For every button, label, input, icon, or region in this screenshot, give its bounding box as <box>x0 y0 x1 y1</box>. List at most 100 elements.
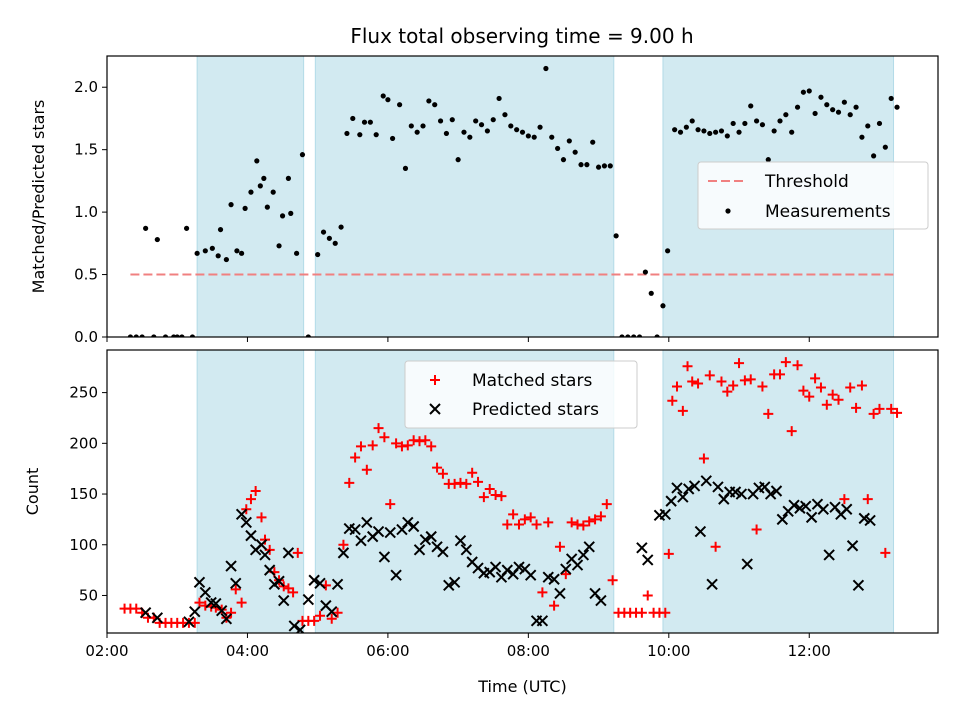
matched-star-point <box>396 441 407 452</box>
measurement-point <box>294 250 300 256</box>
matched-star-point <box>408 435 419 446</box>
measurement-point <box>264 204 270 210</box>
matched-star-point <box>537 587 548 598</box>
matched-star-point <box>338 539 349 550</box>
matched-star-point <box>751 524 762 535</box>
matched-star-point <box>572 519 583 530</box>
matched-star-point <box>432 462 443 473</box>
matched-star-point <box>385 499 396 510</box>
predicted-star-point <box>308 574 320 586</box>
measurement-point <box>420 123 426 129</box>
matched-star-point <box>350 452 361 463</box>
matched-star-point <box>862 494 873 505</box>
predicted-star-point <box>694 525 707 538</box>
predicted-star-point <box>220 613 233 625</box>
measurement-point <box>242 205 248 211</box>
predicted-star-point <box>671 482 683 494</box>
measurement-point <box>894 104 900 110</box>
measurement-point <box>473 118 479 124</box>
matched-star-point <box>344 477 355 488</box>
measurement-point <box>701 128 707 134</box>
predicted-star-point <box>263 564 276 576</box>
measurement-point <box>437 118 444 124</box>
predicted-star-point <box>361 516 373 529</box>
predicted-star-point <box>770 485 783 497</box>
predicted-star-point <box>712 481 724 493</box>
matched-star-point <box>355 441 366 452</box>
measurement-point <box>202 248 208 254</box>
predicted-star-point <box>595 594 607 607</box>
measurement-point <box>414 129 420 135</box>
matched-star-point <box>391 438 402 449</box>
matched-star-point <box>549 600 560 611</box>
legend-predicted-label: Predicted stars <box>472 400 599 420</box>
matched-star-point <box>693 378 704 389</box>
legend-matched-swatch <box>430 375 440 385</box>
measurement-point <box>461 129 467 135</box>
predicted-star-point <box>245 529 257 542</box>
matched-star-point <box>361 464 372 475</box>
predicted-star-point <box>741 558 753 570</box>
y-axis-label: Matched/Predicted stars <box>29 100 48 294</box>
measurement-point <box>320 229 327 235</box>
matched-star-point <box>804 391 815 402</box>
measurement-point <box>560 157 567 163</box>
measurement-point <box>238 250 245 256</box>
predicted-star-point <box>437 546 449 558</box>
matched-star-point <box>590 514 601 525</box>
predicted-star-point <box>817 503 830 515</box>
measurement-point <box>759 122 766 128</box>
y-tick-label: 2.0 <box>74 78 98 96</box>
measurement-point <box>357 132 363 138</box>
matched-star-point <box>607 575 618 586</box>
matched-star-point <box>874 403 885 414</box>
measurement-point <box>162 334 169 337</box>
matched-star-point <box>260 534 271 545</box>
measurement-point <box>478 122 485 128</box>
measurement-point <box>847 112 853 118</box>
predicted-star-point <box>846 540 859 552</box>
series-matched-stars <box>119 357 903 628</box>
measurement-point <box>305 334 311 337</box>
measurement-point <box>718 128 725 134</box>
y-tick-label: 1.0 <box>74 203 98 221</box>
measurement-point <box>794 104 801 110</box>
measurement-point <box>677 129 684 135</box>
legend-box <box>404 360 638 429</box>
predicted-star-point <box>390 569 402 581</box>
measurement-point <box>753 118 760 124</box>
measurement-point <box>613 233 619 239</box>
measurement-point <box>432 102 438 108</box>
x-tick-label: 08:00 <box>507 642 550 660</box>
predicted-star-point <box>337 547 350 559</box>
measurement-point <box>367 119 373 125</box>
legend-measurement-label: Measurements <box>765 202 891 222</box>
matched-star-point <box>698 453 709 464</box>
predicted-star-point <box>577 549 590 561</box>
predicted-star-point <box>677 491 689 503</box>
predicted-star-point <box>326 605 338 618</box>
predicted-star-point <box>314 577 326 590</box>
y-tick-label: 200 <box>69 434 98 452</box>
matched-star-point <box>230 584 241 595</box>
measurement-point <box>619 334 625 337</box>
matched-star-point <box>420 435 431 446</box>
measurement-point <box>215 253 221 259</box>
predicted-star-point <box>489 561 502 573</box>
matched-star-point <box>531 519 542 530</box>
measurement-point <box>800 89 807 95</box>
predicted-star-point <box>448 576 461 588</box>
measurement-point <box>730 120 736 127</box>
measurement-point <box>299 152 306 158</box>
predicted-star-point <box>805 511 818 524</box>
matched-star-point <box>508 509 519 520</box>
plot-area <box>119 350 903 633</box>
predicted-star-point <box>199 586 212 599</box>
measurement-point <box>777 118 783 124</box>
measurement-point <box>389 135 396 142</box>
top-panel: 0.0 0.5 1.0 1.5 2.0 Matched/Predicted stars Th… <box>29 55 939 346</box>
measurement-point <box>508 123 514 129</box>
matched-star-point <box>827 389 838 400</box>
measurement-point <box>143 225 149 231</box>
measurement-point <box>209 245 215 251</box>
